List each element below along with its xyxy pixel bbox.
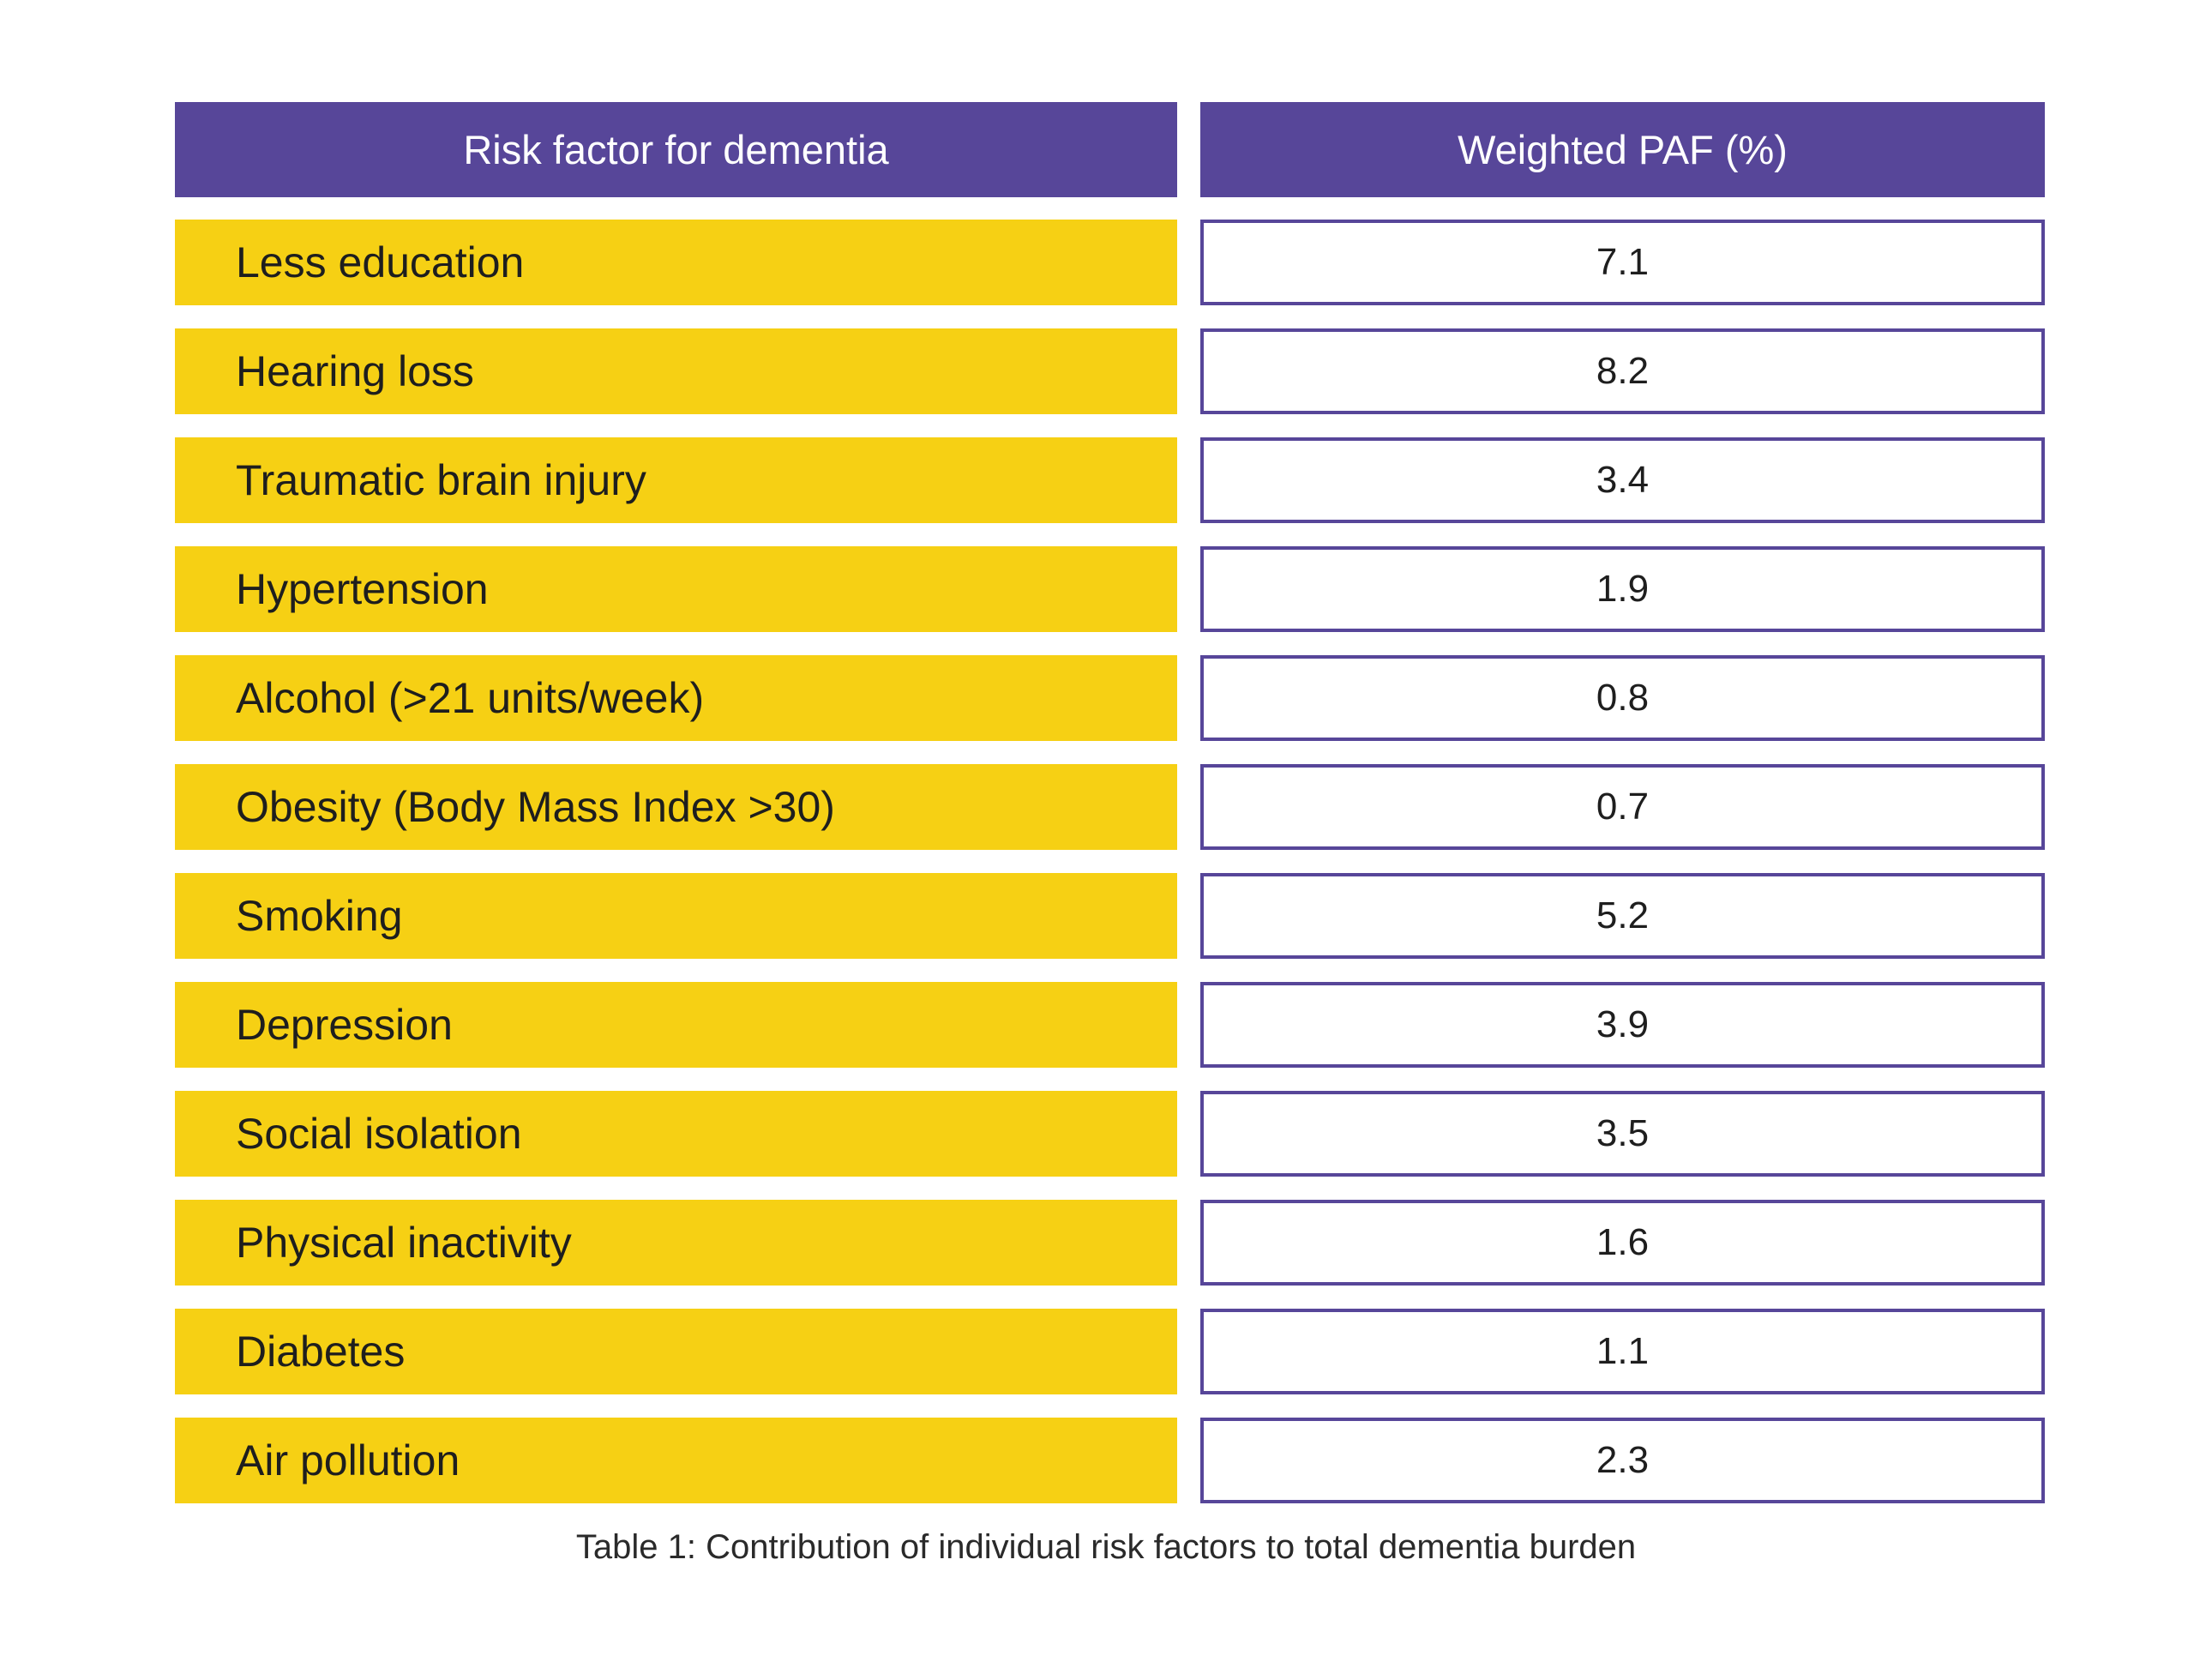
table-row: Less education 7.1 (175, 220, 2045, 305)
table-row: Hearing loss 8.2 (175, 328, 2045, 414)
table-header-row: Risk factor for dementia Weighted PAF (%… (175, 102, 2045, 197)
table-row: Diabetes 1.1 (175, 1309, 2045, 1394)
value-cell: 1.6 (1200, 1200, 2045, 1286)
value-cell: 2.3 (1200, 1418, 2045, 1503)
value-cell: 5.2 (1200, 873, 2045, 959)
factor-cell: Social isolation (175, 1091, 1177, 1177)
factor-cell: Smoking (175, 873, 1177, 959)
table-row: Depression 3.9 (175, 982, 2045, 1068)
table-caption: Table 1: Contribution of individual risk… (575, 1528, 1637, 1566)
factor-cell: Diabetes (175, 1309, 1177, 1394)
header-weighted-paf: Weighted PAF (%) (1200, 102, 2045, 197)
table-row: Alcohol (>21 units/week) 0.8 (175, 655, 2045, 741)
factor-cell: Traumatic brain injury (175, 437, 1177, 523)
header-risk-factor: Risk factor for dementia (175, 102, 1177, 197)
factor-cell: Hearing loss (175, 328, 1177, 414)
value-cell: 0.8 (1200, 655, 2045, 741)
table-row: Air pollution 2.3 (175, 1418, 2045, 1503)
value-cell: 7.1 (1200, 220, 2045, 305)
value-cell: 1.9 (1200, 546, 2045, 632)
factor-cell: Less education (175, 220, 1177, 305)
value-cell: 8.2 (1200, 328, 2045, 414)
value-cell: 1.1 (1200, 1309, 2045, 1394)
table-row: Physical inactivity 1.6 (175, 1200, 2045, 1286)
value-cell: 0.7 (1200, 764, 2045, 850)
factor-cell: Depression (175, 982, 1177, 1068)
value-cell: 3.4 (1200, 437, 2045, 523)
table-row: Traumatic brain injury 3.4 (175, 437, 2045, 523)
table-row: Smoking 5.2 (175, 873, 2045, 959)
factor-cell: Air pollution (175, 1418, 1177, 1503)
factor-cell: Alcohol (>21 units/week) (175, 655, 1177, 741)
value-cell: 3.9 (1200, 982, 2045, 1068)
factor-cell: Hypertension (175, 546, 1177, 632)
factor-cell: Physical inactivity (175, 1200, 1177, 1286)
value-cell: 3.5 (1200, 1091, 2045, 1177)
table-row: Social isolation 3.5 (175, 1091, 2045, 1177)
table-row: Obesity (Body Mass Index >30) 0.7 (175, 764, 2045, 850)
table-row: Hypertension 1.9 (175, 546, 2045, 632)
factor-cell: Obesity (Body Mass Index >30) (175, 764, 1177, 850)
risk-factor-table: Risk factor for dementia Weighted PAF (%… (175, 102, 2045, 1526)
